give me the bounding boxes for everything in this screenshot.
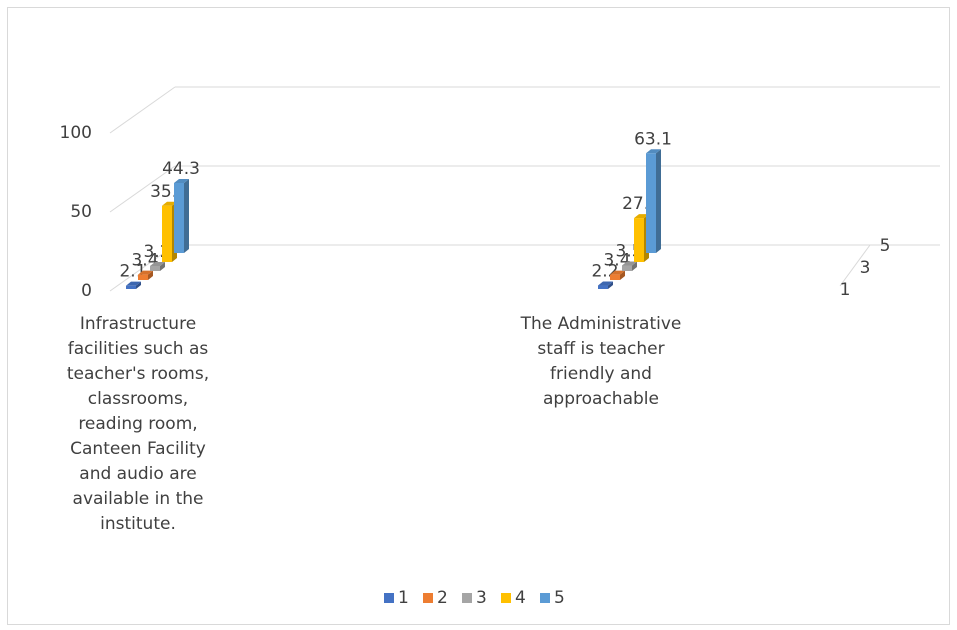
bar (610, 270, 625, 280)
bar (174, 179, 189, 253)
bar (126, 281, 141, 289)
data-label: 44.3 (162, 159, 200, 179)
bar-front (150, 265, 160, 271)
bar-side (656, 149, 661, 253)
bar-top (634, 214, 649, 219)
bar-top (150, 261, 165, 266)
bar (138, 270, 153, 280)
grid-line (109, 165, 176, 213)
bar-side (136, 281, 141, 289)
depth-tick-label: 1 (840, 280, 851, 300)
y-tick-label: 50 (70, 202, 92, 222)
legend-label: 1 (398, 588, 409, 608)
bar-front (598, 285, 608, 289)
bar-top (126, 281, 141, 286)
bar-front (634, 218, 644, 262)
legend-label: 3 (476, 588, 487, 608)
bar-top (646, 149, 661, 154)
legend-label: 2 (437, 588, 448, 608)
depth-tick-label: 3 (860, 258, 871, 278)
legend-swatch (540, 593, 550, 603)
bar-side (620, 270, 625, 280)
bar-side (160, 261, 165, 271)
bar (598, 281, 613, 289)
bar-side (608, 281, 613, 289)
bar-front (622, 265, 632, 271)
bar-side (184, 179, 189, 253)
bar-front (138, 274, 148, 280)
y-tick-label: 100 (60, 123, 92, 143)
bar-front (646, 153, 656, 253)
bar (150, 261, 165, 271)
grid-line (109, 86, 176, 134)
legend-swatch (423, 593, 433, 603)
legend-swatch (501, 593, 511, 603)
bar-top (138, 270, 153, 275)
bar (622, 261, 637, 271)
x-tick-label: Infrastructure facilities such as teache… (66, 314, 210, 534)
floor-edge (839, 244, 871, 287)
depth-tick-label: 5 (880, 236, 891, 256)
bar-front (126, 285, 136, 289)
bar-top (162, 201, 177, 206)
bar-top (174, 179, 189, 184)
legend-label: 4 (515, 588, 526, 608)
bar-top (598, 281, 613, 286)
legend-label: 5 (554, 588, 565, 608)
x-tick-label: The Administrative staff is teacher frie… (520, 314, 682, 409)
legend-swatch (462, 593, 472, 603)
bar (646, 149, 661, 253)
bar-front (610, 274, 620, 280)
bar-front (162, 205, 172, 262)
data-label: 63.1 (634, 129, 672, 149)
bar-side (148, 270, 153, 280)
chart-border (7, 7, 950, 625)
bar-top (622, 261, 637, 266)
legend-swatch (384, 593, 394, 603)
bar-front (174, 183, 184, 253)
bar-side (632, 261, 637, 271)
y-tick-label: 0 (81, 281, 92, 301)
bar-top (610, 270, 625, 275)
